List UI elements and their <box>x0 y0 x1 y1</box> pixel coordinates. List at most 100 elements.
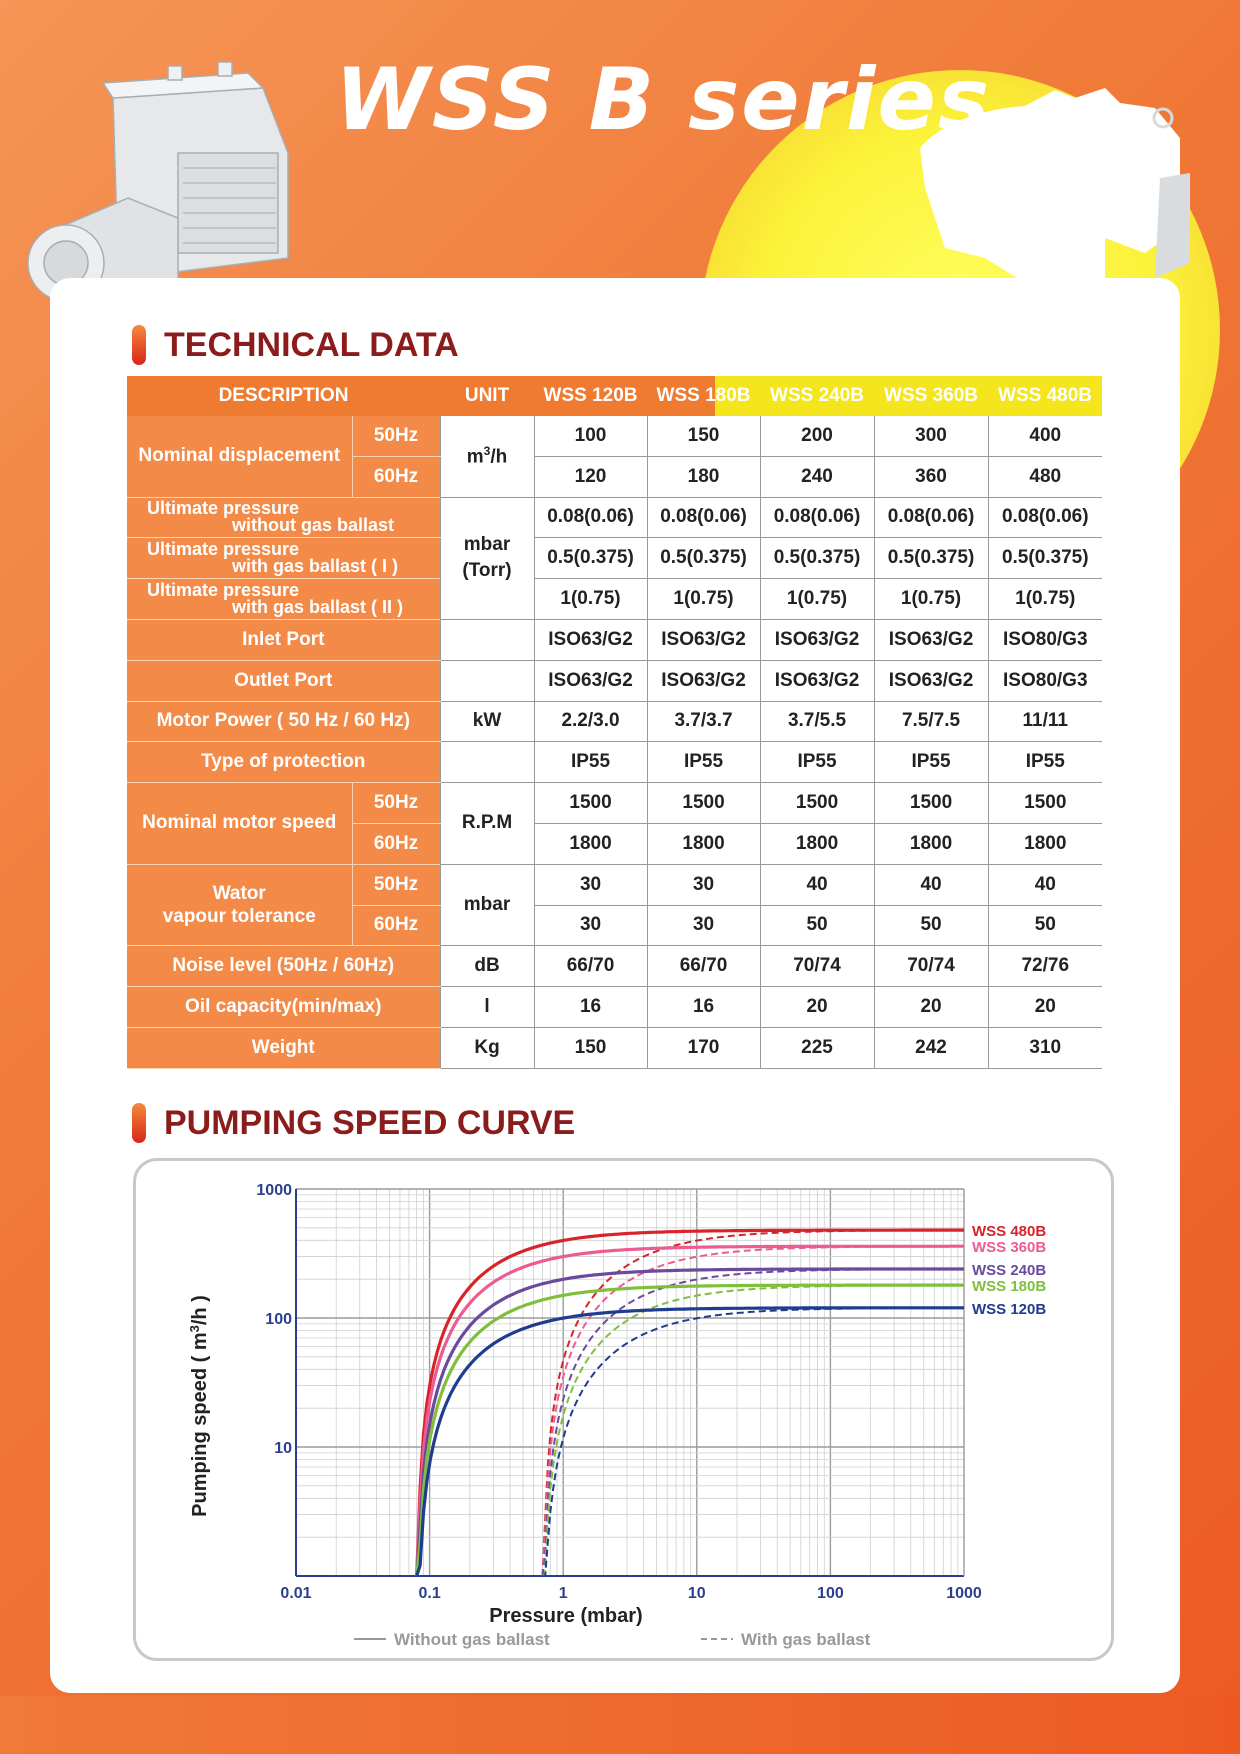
x-tick-label: 1 <box>559 1585 568 1602</box>
header-model: WSS 120B <box>534 376 648 416</box>
row-label: Motor Power ( 50 Hz / 60 Hz) <box>127 701 441 743</box>
value-cell: 70/74 <box>873 945 989 988</box>
value-cell: 480 <box>987 456 1103 498</box>
legend-dashed-label: With gas ballast <box>741 1630 871 1649</box>
table-row: Ultimate pressure with gas ballast ( II )… <box>127 578 1103 620</box>
value-cell: ISO63/G2 <box>533 660 648 702</box>
heading-marker <box>132 325 146 365</box>
row-label: Type of protection <box>127 741 441 784</box>
curve-without-ballast <box>415 1244 964 1577</box>
row-label: Weight <box>127 1027 441 1069</box>
value-cell: 20 <box>987 986 1103 1028</box>
table-row: 60Hz 30 30 50 50 50 <box>127 905 1103 947</box>
value-cell: 70/74 <box>759 945 875 988</box>
value-cell: 1500 <box>533 782 648 824</box>
curve-with-ballast <box>541 1245 964 1577</box>
row-label: Oil capacity(min/max) <box>127 986 441 1028</box>
value-cell: 3.7/3.7 <box>646 701 761 743</box>
hz-label: 50Hz <box>351 416 441 457</box>
value-cell: 0.5(0.375) <box>533 537 648 580</box>
value-cell: ISO63/G2 <box>533 619 648 661</box>
table-row: Inlet Port ISO63/G2 ISO63/G2 ISO63/G2 IS… <box>127 619 1103 661</box>
value-cell: ISO80/G3 <box>987 660 1103 702</box>
value-cell: 310 <box>987 1027 1103 1069</box>
value-cell: 16 <box>533 986 648 1028</box>
value-cell: 150 <box>646 416 761 457</box>
table-header-row: DESCRIPTION UNIT WSS 120B WSS 180B WSS 2… <box>127 376 1103 416</box>
pump-silhouette <box>920 88 1190 283</box>
header-model: WSS 360B <box>874 376 989 416</box>
value-cell: 400 <box>987 416 1103 457</box>
table-row: 60Hz 120 180 240 360 480 <box>127 456 1103 498</box>
y-tick-label: 1000 <box>256 1182 292 1199</box>
y-axis-label: Pumping speed ( m3/h ) <box>187 1295 212 1517</box>
value-cell: 100 <box>533 416 648 457</box>
value-cell: 1(0.75) <box>759 578 875 620</box>
x-tick-label: 0.1 <box>418 1585 440 1602</box>
row-label: Outlet Port <box>127 660 441 702</box>
legend-solid-label: Without gas ballast <box>394 1630 550 1649</box>
value-cell: 30 <box>533 864 648 906</box>
header-description: DESCRIPTION <box>127 376 441 416</box>
value-cell: 1(0.75) <box>533 578 648 620</box>
value-cell: 1800 <box>873 823 989 865</box>
table-row: Weight Kg 150 170 225 242 310 <box>127 1027 1103 1069</box>
value-cell: 300 <box>873 416 989 457</box>
table-row: Outlet Port ISO63/G2 ISO63/G2 ISO63/G2 I… <box>127 660 1103 702</box>
pump-illustration <box>27 61 289 303</box>
value-cell: 50 <box>873 905 989 947</box>
value-cell: 11/11 <box>987 701 1103 743</box>
value-cell: 7.5/7.5 <box>873 701 989 743</box>
y-tick-label: 10 <box>274 1440 292 1457</box>
page-title: WSS B series <box>335 50 992 150</box>
value-cell: 30 <box>533 905 648 947</box>
technical-data-table: DESCRIPTION UNIT WSS 120B WSS 180B WSS 2… <box>127 376 1103 1069</box>
chart-ticks: 0.01 0.1 1 10 100 1000 10 100 1000 <box>256 1182 981 1602</box>
value-cell: 200 <box>759 416 875 457</box>
value-cell: 225 <box>759 1027 875 1069</box>
row-label: Ultimate pressure with gas ballast ( I ) <box>127 537 441 580</box>
value-cell: IP55 <box>533 741 648 784</box>
chart-frame: 0.01 0.1 1 10 100 1000 10 100 1000 WSS 480B WSS 3… <box>133 1158 1114 1661</box>
value-cell: 1800 <box>533 823 648 865</box>
value-cell: 66/70 <box>533 945 648 988</box>
hz-label: 60Hz <box>351 456 441 498</box>
value-cell: 1800 <box>646 823 761 865</box>
curve-with-ballast <box>541 1284 964 1577</box>
table-row: Nominal displacement 50Hz m3/h 100 150 2… <box>127 416 1103 498</box>
value-cell: 16 <box>646 986 761 1028</box>
table-row: Motor Power ( 50 Hz / 60 Hz) kW 2.2/3.0 … <box>127 701 1103 743</box>
header-model: WSS 180B <box>647 376 761 416</box>
value-cell: 20 <box>759 986 875 1028</box>
hz-label: 50Hz <box>351 782 441 824</box>
value-cell: 72/76 <box>987 945 1103 988</box>
value-cell: 1500 <box>646 782 761 824</box>
chart-curves <box>415 1228 964 1577</box>
unit-cell: R.P.M <box>439 782 535 865</box>
unit-cell <box>439 741 535 784</box>
value-cell: IP55 <box>873 741 989 784</box>
technical-data-heading: TECHNICAL DATA <box>132 325 459 365</box>
value-cell: 1500 <box>759 782 875 824</box>
value-cell: 66/70 <box>646 945 761 988</box>
chart-grid <box>295 1188 965 1577</box>
series-label: WSS 180B <box>972 1278 1046 1295</box>
table-row: Ultimate pressure with gas ballast ( I ) … <box>127 537 1103 580</box>
table-row: Nominal motor speed 50Hz R.P.M 1500 1500… <box>127 782 1103 865</box>
value-cell: ISO63/G2 <box>873 619 989 661</box>
unit-cell: m3/h <box>439 416 535 498</box>
curve-with-ballast <box>541 1229 964 1577</box>
value-cell: 40 <box>987 864 1103 906</box>
value-cell: 180 <box>646 456 761 498</box>
header-model: WSS 480B <box>988 376 1103 416</box>
header-unit: UNIT <box>440 376 535 416</box>
value-cell: 242 <box>873 1027 989 1069</box>
value-cell: IP55 <box>646 741 761 784</box>
row-label: Wator vapour tolerance <box>127 864 352 947</box>
hz-label: 60Hz <box>351 823 441 865</box>
value-cell: 20 <box>873 986 989 1028</box>
value-cell: 1800 <box>987 823 1103 865</box>
value-cell: ISO80/G3 <box>987 619 1103 661</box>
footer-band <box>0 1696 1240 1754</box>
